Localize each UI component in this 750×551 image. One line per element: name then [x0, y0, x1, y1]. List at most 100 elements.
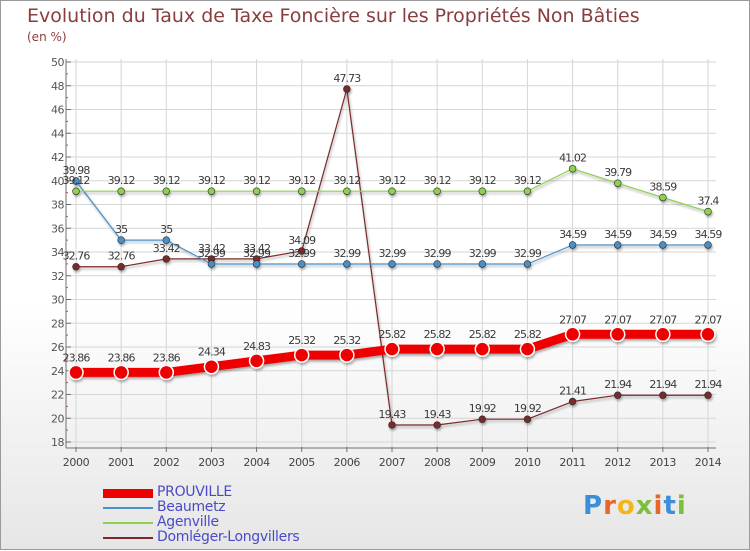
- data-label: 39.12: [288, 174, 315, 187]
- y-tick-label: 46: [51, 104, 64, 117]
- y-tick-label: 20: [51, 412, 64, 425]
- series-beaumetz: [72, 177, 712, 268]
- data-label: 32.99: [333, 247, 361, 260]
- data-point: [704, 391, 712, 399]
- data-label: 32.76: [63, 250, 91, 263]
- data-point: [343, 260, 351, 268]
- data-point: [614, 241, 622, 249]
- logo-letter: t: [663, 491, 677, 521]
- data-labels: 32.76 32.76 33.42 33.42 33.42 34.09 47.73 19.43…: [63, 72, 724, 421]
- data-label: 34.59: [695, 228, 723, 241]
- y-tick-label: 24: [51, 365, 64, 378]
- series-prouville: [68, 326, 716, 381]
- data-point: [207, 260, 216, 268]
- data-point: [162, 255, 170, 263]
- data-label: 32.99: [288, 247, 316, 260]
- logo-letter: i: [653, 491, 664, 521]
- data-label: 33.42: [153, 242, 180, 255]
- y-tick-label: 44: [51, 127, 64, 140]
- x-tick-label: 2006: [334, 456, 361, 469]
- data-label: 24.34: [198, 346, 226, 359]
- data-point: [478, 187, 486, 195]
- data-point: [388, 260, 396, 268]
- data-label: 34.59: [604, 228, 632, 241]
- data-point: [252, 260, 261, 268]
- data-point: [343, 85, 351, 93]
- data-label: 33.42: [243, 242, 270, 255]
- data-label: 32.99: [243, 247, 271, 260]
- y-tick-label: 36: [51, 222, 64, 235]
- data-label: 39.12: [108, 174, 135, 187]
- data-label: 19.43: [379, 408, 407, 421]
- x-tick-label: 2004: [243, 456, 270, 469]
- data-label: 38.59: [649, 180, 677, 193]
- series: [68, 85, 716, 429]
- y-tick-label: 22: [51, 389, 64, 402]
- data-label: 39.12: [243, 174, 270, 187]
- data-label: 32.99: [469, 247, 497, 260]
- data-label: 21.94: [604, 378, 632, 391]
- logo-letter: r: [603, 491, 617, 521]
- legend-label: Beaumetz: [157, 499, 226, 515]
- x-tick-label: 2009: [469, 456, 496, 469]
- y-tick-label: 38: [51, 199, 64, 212]
- data-point: [72, 187, 80, 195]
- data-point: [568, 397, 577, 406]
- data-label: 23.86: [153, 351, 181, 364]
- x-tick-label: 2010: [514, 456, 541, 469]
- data-label: 32.76: [108, 250, 136, 263]
- data-label: 25.82: [379, 328, 406, 341]
- y-tick-label: 42: [51, 151, 64, 164]
- legend-swatch: [103, 488, 153, 498]
- data-point: [655, 326, 671, 343]
- data-label: 32.99: [379, 247, 407, 260]
- data-point: [478, 415, 486, 423]
- data-label: 47.73: [333, 72, 361, 85]
- y-axis-unit: (en %): [27, 30, 67, 44]
- data-point: [429, 341, 445, 357]
- data-label: 34.59: [559, 228, 587, 241]
- data-label: 39.12: [63, 174, 90, 187]
- legend-label: Domléger-Longvillers: [157, 529, 300, 545]
- data-label: 19.43: [424, 408, 452, 421]
- data-label: 32.99: [198, 247, 226, 260]
- data-point: [568, 241, 577, 249]
- data-label: 41.02: [559, 152, 586, 165]
- x-tick-label: 2011: [559, 456, 585, 469]
- data-point: [207, 187, 216, 195]
- data-point: [523, 260, 532, 268]
- data-point: [293, 347, 310, 363]
- y-tick-label: 28: [51, 317, 64, 330]
- data-point: [339, 347, 355, 363]
- data-point: [564, 326, 581, 343]
- data-label: 27.07: [604, 313, 632, 326]
- y-tick-label: 50: [51, 56, 64, 69]
- data-point: [523, 415, 532, 423]
- data-label: 35: [115, 223, 128, 236]
- legend: PROUVILLE Beaumetz Agenville Domléger-Longv…: [103, 484, 363, 545]
- data-point: [568, 164, 577, 173]
- data-label: 39.12: [469, 174, 496, 187]
- x-tick-label: 2005: [289, 456, 316, 469]
- data-label: 32.99: [514, 247, 542, 260]
- legend-swatch: [103, 507, 153, 509]
- x-tick-label: 2013: [650, 456, 677, 469]
- legend-label: PROUVILLE: [157, 484, 232, 500]
- chart-title: Evolution du Taux de Taxe Foncière sur l…: [27, 5, 640, 27]
- data-point: [158, 364, 175, 381]
- grid: [66, 59, 716, 448]
- data-label: 35: [160, 223, 173, 236]
- data-label: 19.92: [514, 402, 541, 415]
- data-label: 32.99: [424, 247, 452, 260]
- x-tick-label: 2012: [605, 456, 631, 469]
- legend-label: Agenville: [157, 514, 219, 530]
- data-label: 39.12: [153, 174, 180, 187]
- data-label: 21.94: [695, 378, 723, 391]
- x-tick-label: 2002: [153, 456, 179, 469]
- data-label: 25.32: [333, 334, 360, 347]
- data-label: 39.12: [514, 174, 541, 187]
- data-point: [384, 341, 400, 357]
- data-label: 25.82: [469, 328, 496, 341]
- data-point: [117, 187, 125, 195]
